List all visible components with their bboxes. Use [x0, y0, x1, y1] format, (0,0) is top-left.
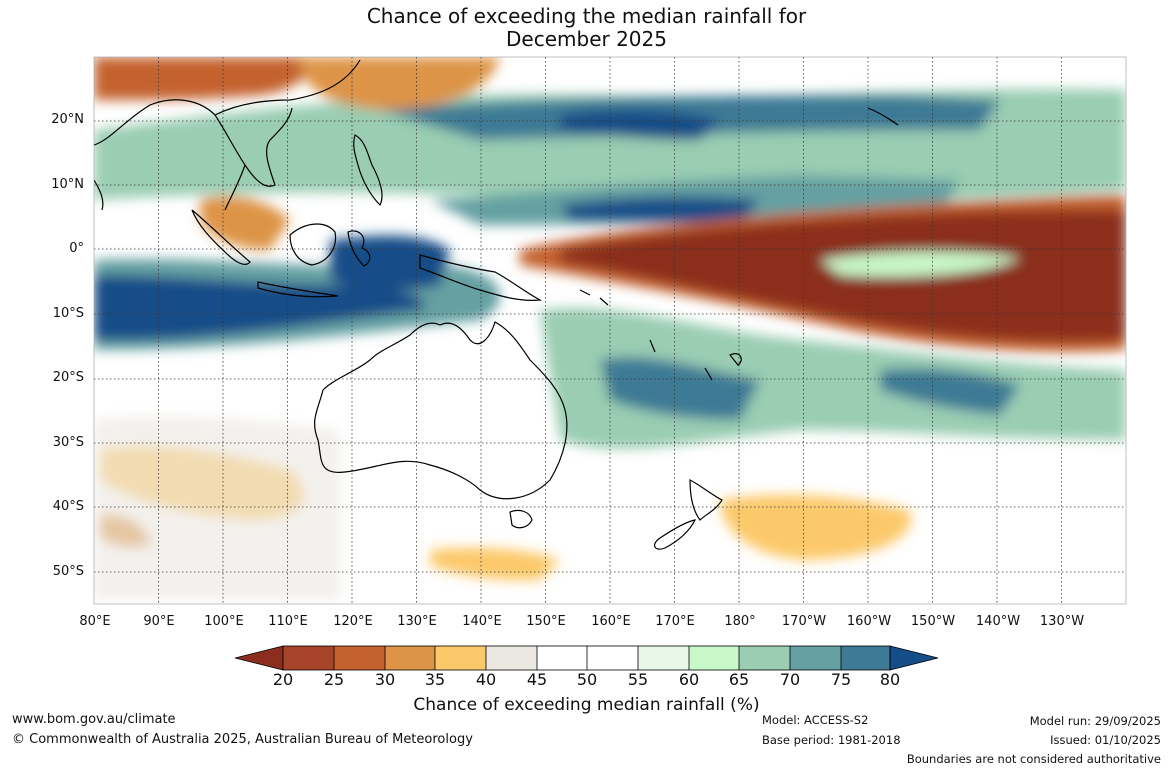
colorbar-bin — [283, 646, 334, 670]
base-period: Base period: 1981-2018 — [762, 733, 901, 747]
lon-label: 170°W — [781, 614, 827, 629]
pacific-islands — [579, 107, 899, 381]
colorbar-bin — [385, 646, 435, 670]
colorbar-bin — [435, 646, 486, 670]
philippines-coastline — [353, 134, 383, 207]
lon-label: 90°E — [143, 614, 175, 629]
colorbar-bin — [587, 646, 638, 670]
sulawesi-coastline — [347, 230, 371, 267]
lat-label: 50°S — [52, 564, 84, 579]
lon-label: 130°E — [397, 614, 437, 629]
copyright-text: © Commonwealth of Australia 2025, Austra… — [12, 732, 473, 747]
colorbar-tick: 50 — [576, 670, 598, 689]
lon-label: 80°E — [79, 614, 111, 629]
graticule — [94, 57, 1126, 604]
boundaries-disclaimer: Boundaries are not considered authoritat… — [906, 752, 1161, 766]
colorbar-title: Chance of exceeding median rainfall (%) — [413, 695, 760, 715]
lat-label: 20°S — [52, 370, 84, 385]
australia-coastline — [314, 321, 568, 500]
new-zealand-coastline — [653, 479, 723, 550]
java-coastline — [257, 281, 339, 298]
lat-label: 0° — [69, 241, 84, 256]
colorbar-tick: 40 — [475, 670, 497, 689]
coastlines — [94, 59, 899, 550]
colorbar-bin — [841, 646, 890, 670]
colorbar-tick: 80 — [879, 670, 901, 689]
india-coastline — [94, 179, 104, 211]
colorbar-tick: 55 — [627, 670, 649, 689]
colorbar-over-triangle — [889, 645, 939, 671]
new-guinea-coastline — [419, 254, 543, 301]
sumatra-coastline — [191, 209, 251, 265]
lat-label: 20°N — [51, 112, 84, 127]
colorbar-tick: 25 — [323, 670, 345, 689]
colorbar-tick: 45 — [526, 670, 548, 689]
website-link[interactable]: www.bom.gov.au/climate — [12, 712, 176, 727]
model-info: Model: ACCESS-S2 — [762, 713, 869, 727]
colorbar-bin — [334, 646, 385, 670]
borneo-coastline — [289, 223, 337, 266]
colorbar-bin — [739, 646, 790, 670]
lat-label: 10°N — [51, 177, 84, 192]
colorbar-under-triangle — [234, 645, 284, 671]
colorbar-tick: 75 — [830, 670, 852, 689]
map-title-line2: December 2025 — [506, 27, 667, 51]
asia-coastline — [94, 59, 361, 211]
colorbar-tick: 65 — [728, 670, 750, 689]
colorbar-tick: 60 — [678, 670, 700, 689]
colorbar-bin — [790, 646, 841, 670]
colorbar-bin — [486, 646, 537, 670]
lon-label: 180° — [724, 614, 756, 629]
lat-label: 40°S — [52, 499, 84, 514]
model-run-date: Model run: 29/09/2025 — [1029, 714, 1161, 728]
lon-label: 140°E — [462, 614, 502, 629]
colorbar — [234, 645, 939, 671]
map-title-line1: Chance of exceeding the median rainfall … — [366, 4, 807, 28]
lon-label: 130°W — [1039, 614, 1085, 629]
colorbar-bin — [638, 646, 689, 670]
colorbar-tick: 70 — [779, 670, 801, 689]
lat-label: 30°S — [52, 435, 84, 450]
colorbar-bin — [537, 646, 587, 670]
lon-label: 160°E — [591, 614, 631, 629]
lon-label: 160°W — [846, 614, 892, 629]
colorbar-tick: 30 — [374, 670, 396, 689]
issued-date: Issued: 01/10/2025 — [1050, 733, 1161, 747]
tasmania-coastline — [509, 509, 533, 529]
lon-label: 150°W — [910, 614, 956, 629]
lon-label: 140°W — [975, 614, 1021, 629]
lon-label: 150°E — [526, 614, 566, 629]
lon-label: 110°E — [268, 614, 308, 629]
colorbar-bin — [689, 646, 739, 670]
lon-label: 170°E — [655, 614, 695, 629]
lat-label: 10°S — [52, 306, 84, 321]
colorbar-tick: 20 — [272, 670, 294, 689]
colorbar-tick: 35 — [424, 670, 446, 689]
lon-label: 100°E — [204, 614, 244, 629]
lon-label: 120°E — [333, 614, 373, 629]
